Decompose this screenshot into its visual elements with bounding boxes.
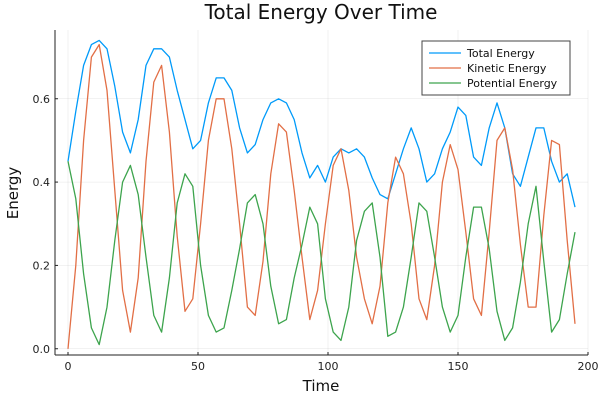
y-tick-label: 0.6 [33, 93, 51, 106]
x-tick-label: 200 [578, 360, 599, 373]
series-group [67, 39, 576, 349]
chart-title: Total Energy Over Time [204, 0, 438, 24]
legend-label-total: Total Energy [466, 47, 535, 60]
y-axis-label: Energy [4, 167, 22, 220]
x-axis-label: Time [302, 377, 340, 395]
y-tick-label: 0.0 [33, 343, 51, 356]
legend-label-kinetic: Kinetic Energy [467, 62, 547, 75]
x-tick-label: 0 [65, 360, 72, 373]
series-line-potential-energy [67, 161, 576, 346]
x-tick-label: 100 [318, 360, 339, 373]
y-tick-label: 0.4 [33, 176, 51, 189]
axes [54, 30, 588, 356]
x-tick-label: 150 [448, 360, 469, 373]
legend: Total Energy Kinetic Energy Potential En… [421, 40, 571, 96]
y-ticks: 0.0 0.2 0.4 0.6 [33, 93, 58, 356]
series-line-total-energy [67, 39, 576, 208]
x-tick-label: 50 [191, 360, 205, 373]
y-tick-label: 0.2 [33, 259, 51, 272]
grid [55, 30, 589, 355]
x-ticks: 0 50 100 150 200 [65, 352, 599, 373]
legend-label-potential: Potential Energy [467, 77, 558, 90]
